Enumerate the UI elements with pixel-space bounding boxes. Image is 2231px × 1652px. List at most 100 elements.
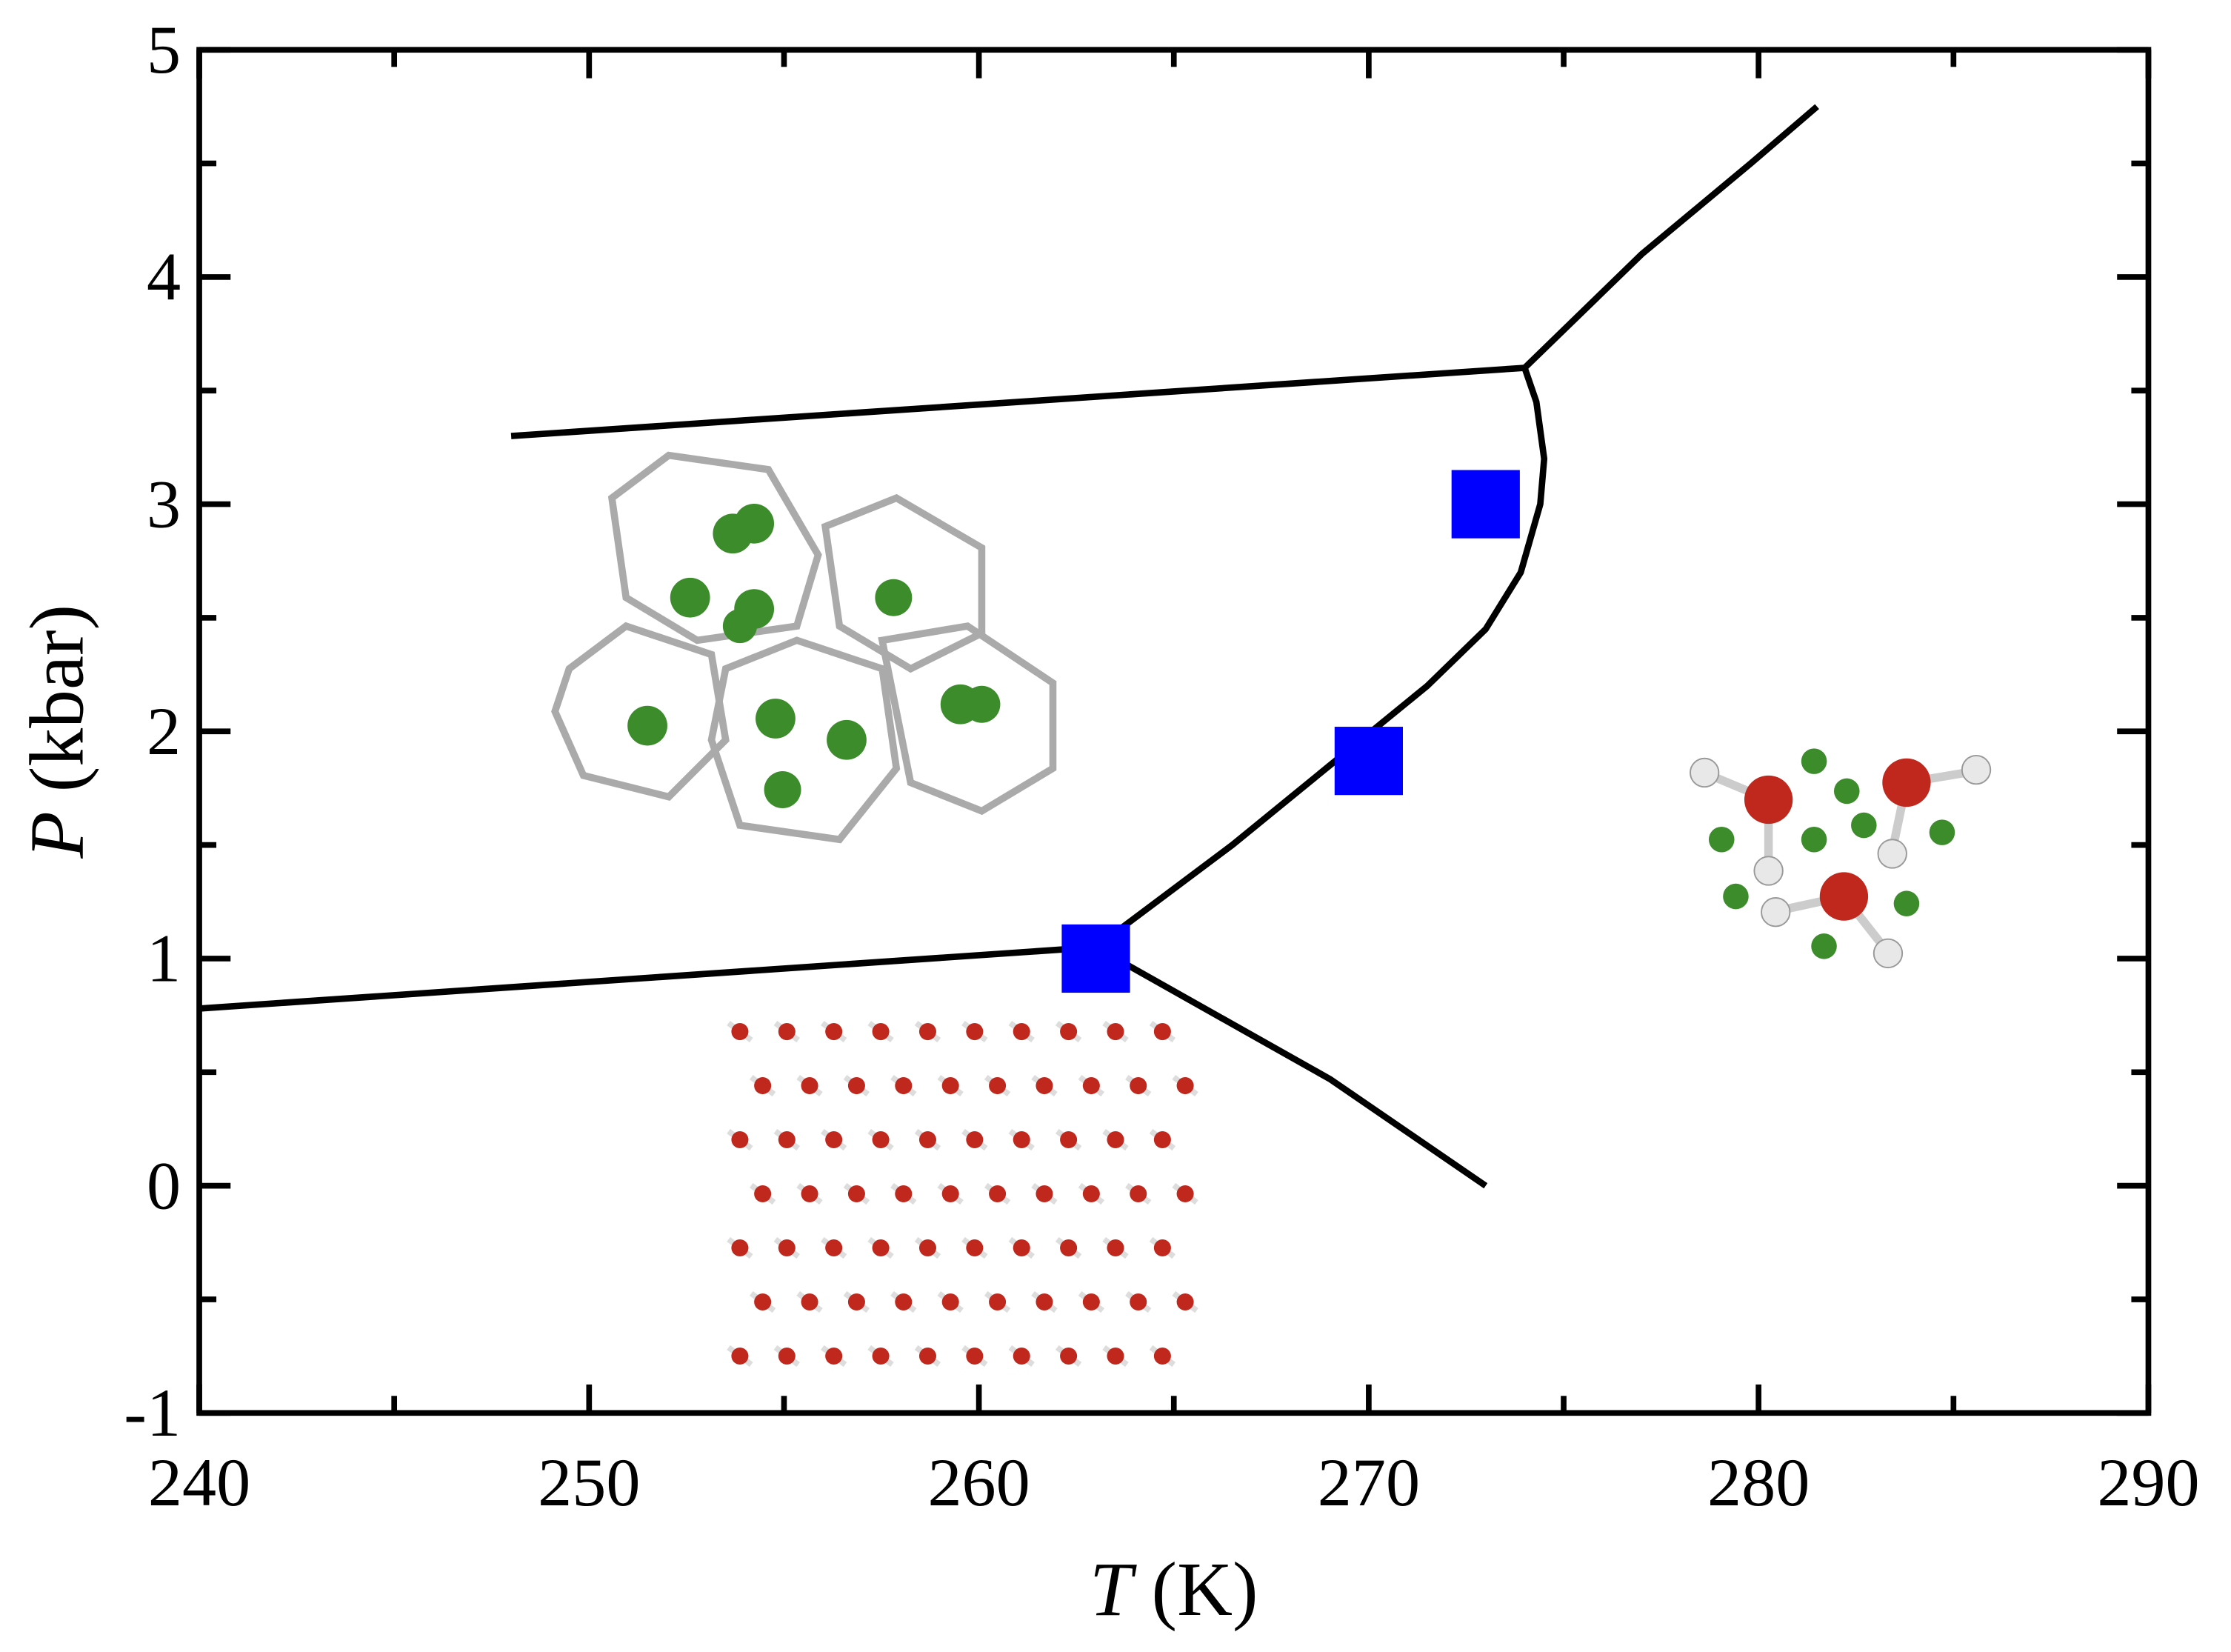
- oxygen: [1107, 1347, 1124, 1365]
- oxygen: [1130, 1293, 1147, 1311]
- oxygen: [778, 1023, 796, 1041]
- oxygen: [941, 1293, 959, 1311]
- guest: [1929, 819, 1955, 845]
- oxygen: [1107, 1131, 1124, 1149]
- guest: [670, 577, 710, 618]
- guest: [1723, 883, 1749, 910]
- hydrogen: [1872, 938, 1904, 969]
- oxygen: [1082, 1077, 1100, 1095]
- x-tick-label: 240: [148, 1445, 250, 1520]
- oxygen: [895, 1077, 913, 1095]
- phase-line: [1094, 944, 1488, 1189]
- oxygen: [825, 1131, 843, 1149]
- cage: [607, 451, 822, 645]
- oxygen: [872, 1239, 890, 1257]
- oxygen: [754, 1185, 772, 1203]
- oxygen: [847, 1293, 865, 1311]
- guest: [1811, 933, 1837, 959]
- oxygen: [1882, 758, 1931, 807]
- cage: [878, 622, 1057, 816]
- oxygen: [825, 1239, 843, 1257]
- oxygen: [1036, 1293, 1053, 1311]
- oxygen: [966, 1023, 984, 1041]
- guest: [1851, 812, 1877, 839]
- x-tick-label: 280: [1707, 1445, 1810, 1520]
- guest: [963, 685, 1001, 723]
- oxygen: [918, 1347, 936, 1365]
- oxygen: [1013, 1023, 1030, 1041]
- oxygen: [1060, 1023, 1078, 1041]
- oxygen: [754, 1077, 772, 1095]
- guest: [764, 771, 801, 808]
- oxygen: [1107, 1023, 1124, 1041]
- guest: [1801, 826, 1827, 853]
- oxygen: [1060, 1347, 1078, 1365]
- oxygen: [1819, 872, 1869, 921]
- hydrogen: [1877, 839, 1907, 869]
- y-tick-label: 0: [147, 1148, 181, 1223]
- oxygen: [778, 1131, 796, 1149]
- guest: [734, 503, 775, 544]
- liquid-illustration: [1690, 748, 1992, 969]
- y-tick-label: 4: [147, 239, 181, 315]
- x-tick-label: 270: [1318, 1445, 1420, 1520]
- plot-frame: [196, 47, 2152, 1416]
- oxygen: [801, 1293, 818, 1311]
- oxygen: [1060, 1131, 1078, 1149]
- y-tick-label: 5: [147, 12, 181, 87]
- guest: [627, 705, 667, 746]
- cage: [551, 622, 730, 801]
- oxygen: [872, 1347, 890, 1365]
- data-point: [1451, 470, 1520, 539]
- x-tick-label: 290: [2097, 1445, 2199, 1520]
- y-axis-label: P (kbar): [16, 604, 100, 859]
- phase-line: [1522, 104, 1819, 370]
- guest: [1833, 778, 1860, 805]
- y-tick-label: 1: [147, 921, 181, 996]
- oxygen: [801, 1185, 818, 1203]
- oxygen: [1153, 1131, 1171, 1149]
- guest: [722, 609, 757, 644]
- oxygen: [731, 1131, 749, 1149]
- oxygen: [966, 1347, 984, 1365]
- y-tick-label: -1: [124, 1375, 181, 1451]
- oxygen: [1153, 1347, 1171, 1365]
- oxygen: [1013, 1347, 1030, 1365]
- guest: [1801, 748, 1827, 774]
- oxygen: [754, 1293, 772, 1311]
- oxygen: [872, 1131, 890, 1149]
- oxygen: [1130, 1185, 1147, 1203]
- oxygen: [825, 1347, 843, 1365]
- oxygen: [989, 1293, 1007, 1311]
- guest: [875, 579, 913, 616]
- oxygen: [872, 1023, 890, 1041]
- oxygen: [778, 1239, 796, 1257]
- hydrogen: [1753, 856, 1784, 886]
- cage: [707, 636, 901, 844]
- data-point: [1061, 924, 1130, 993]
- oxygen: [778, 1347, 796, 1365]
- hydrogen: [1961, 754, 1992, 785]
- oxygen: [1130, 1077, 1147, 1095]
- y-tick-label: 3: [147, 466, 181, 542]
- oxygen: [731, 1023, 749, 1041]
- oxygen: [966, 1239, 984, 1257]
- hydrogen: [1690, 757, 1720, 788]
- oxygen: [1082, 1185, 1100, 1203]
- oxygen: [825, 1023, 843, 1041]
- oxygen: [918, 1239, 936, 1257]
- oxygen: [1744, 775, 1793, 825]
- oxygen: [989, 1185, 1007, 1203]
- oxygen: [1176, 1185, 1194, 1203]
- oxygen: [895, 1293, 913, 1311]
- oxygen: [731, 1239, 749, 1257]
- oxygen: [989, 1077, 1007, 1095]
- oxygen: [918, 1023, 936, 1041]
- hydrogen: [1761, 897, 1791, 927]
- data-point: [1334, 727, 1403, 796]
- oxygen: [1176, 1293, 1194, 1311]
- phase-line: [510, 364, 1525, 439]
- oxygen: [1153, 1023, 1171, 1041]
- clathrate-illustration: [551, 451, 1057, 844]
- ice-illustration: [727, 1020, 1198, 1368]
